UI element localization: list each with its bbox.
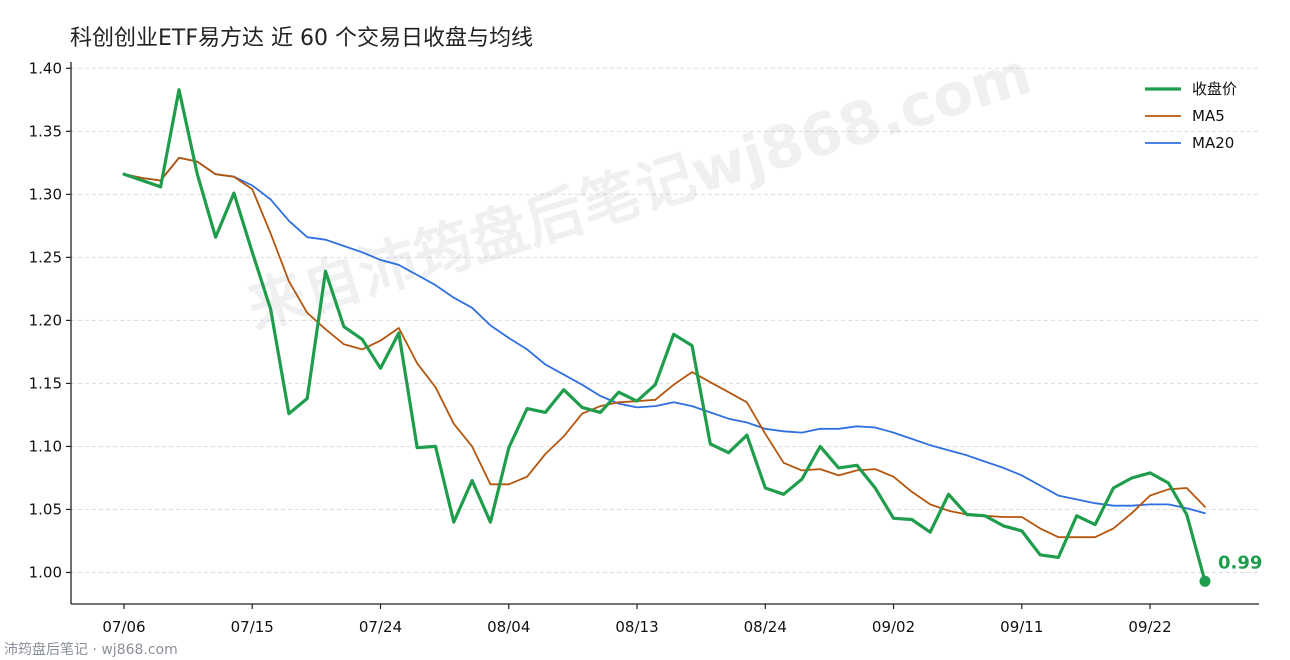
x-tick-label: 08/13 (615, 618, 658, 636)
y-tick-label: 1.20 (29, 311, 62, 329)
last-point-annotation: 0.99 (1199, 552, 1262, 587)
x-tick-label: 09/22 (1128, 618, 1171, 636)
y-axis-ticks: 1.00 1.05 1.10 1.15 1.20 1.25 1.30 1.35 1.40 (29, 59, 71, 581)
y-tick-label: 1.30 (29, 185, 62, 203)
y-tick-label: 1.00 (29, 563, 62, 581)
series-line-ma20 (123, 156, 1206, 515)
axes (70, 62, 1259, 605)
last-value-label: 0.99 (1218, 552, 1262, 573)
x-tick-label: 07/24 (359, 618, 402, 636)
chart-title: 科创创业ETF易方达 近 60 个交易日收盘与均线 (70, 26, 533, 51)
watermark-text: 来自沛筠盘后笔记wj868.com (239, 39, 1038, 342)
last-point-marker (1199, 575, 1211, 587)
footer-text: 沛筠盘后笔记 · wj868.com (4, 641, 178, 658)
x-axis-ticks: 07/06 07/15 07/24 08/04 08/13 08/24 09/02 09/11… (102, 604, 1172, 636)
y-tick-label: 1.25 (29, 248, 62, 266)
x-tick-label: 07/06 (102, 618, 145, 636)
grid-lines (71, 67, 1259, 573)
x-tick-label: 09/02 (872, 618, 915, 636)
x-tick-label: 09/11 (1000, 618, 1043, 636)
legend-label-0: 收盘价 (1192, 80, 1237, 98)
legend: 收盘价 MA5 MA20 (1145, 80, 1237, 152)
legend-label-2: MA20 (1192, 134, 1234, 152)
y-tick-label: 1.40 (29, 59, 62, 77)
series-line-close (122, 88, 1207, 583)
y-tick-label: 1.05 (29, 500, 62, 518)
series-lines (122, 88, 1207, 583)
x-tick-label: 08/04 (487, 618, 530, 636)
y-tick-label: 1.15 (29, 374, 62, 392)
y-tick-label: 1.35 (29, 122, 62, 140)
legend-label-1: MA5 (1192, 107, 1225, 125)
x-tick-label: 07/15 (231, 618, 274, 636)
series-line-ma5 (123, 156, 1206, 539)
x-tick-label: 08/24 (744, 618, 787, 636)
y-tick-label: 1.10 (29, 437, 62, 455)
